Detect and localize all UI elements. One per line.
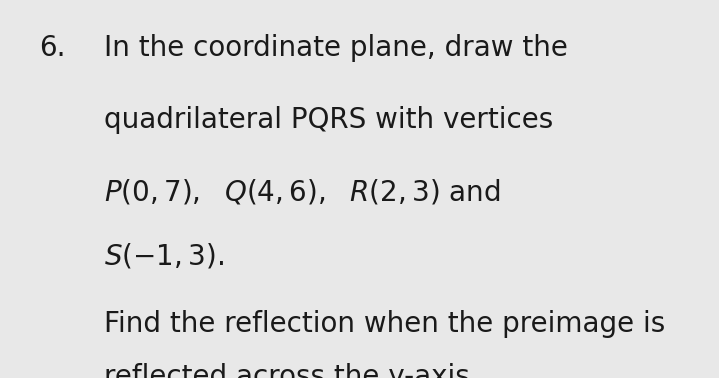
Text: $S(-1,3).$: $S(-1,3).$	[104, 242, 224, 271]
Text: In the coordinate plane, draw the: In the coordinate plane, draw the	[104, 34, 568, 62]
Text: quadrilateral PQRS with vertices: quadrilateral PQRS with vertices	[104, 106, 554, 134]
Text: $P(0,7),\ \ Q(4,6),\ \ R(2,3)\ \mathrm{and}$: $P(0,7),\ \ Q(4,6),\ \ R(2,3)\ \mathrm{a…	[104, 178, 501, 207]
Text: Find the reflection when the preimage is: Find the reflection when the preimage is	[104, 310, 666, 338]
Text: reflected across the y-axis.: reflected across the y-axis.	[104, 363, 479, 378]
Text: 6.: 6.	[40, 34, 66, 62]
